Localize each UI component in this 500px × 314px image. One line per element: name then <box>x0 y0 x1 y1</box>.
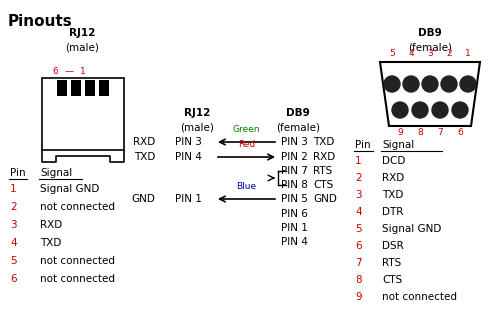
Text: 2: 2 <box>446 49 452 58</box>
Text: not connected: not connected <box>40 274 115 284</box>
Text: 6: 6 <box>52 68 58 77</box>
Text: Signal: Signal <box>382 140 414 150</box>
Text: not connected: not connected <box>40 202 115 212</box>
Bar <box>57 80 67 96</box>
Text: (female): (female) <box>408 42 452 52</box>
Text: PIN 1: PIN 1 <box>175 194 202 204</box>
Text: 3: 3 <box>427 49 433 58</box>
Text: 9: 9 <box>397 128 403 137</box>
Text: RJ12: RJ12 <box>184 108 210 118</box>
Text: 2: 2 <box>10 202 16 212</box>
Text: PIN 4: PIN 4 <box>175 152 202 162</box>
Text: (male): (male) <box>65 42 99 52</box>
Text: DB9: DB9 <box>418 28 442 38</box>
Text: GND: GND <box>313 194 337 204</box>
Text: PIN 6: PIN 6 <box>281 209 308 219</box>
Text: 8: 8 <box>417 128 423 137</box>
Text: 1: 1 <box>465 49 471 58</box>
Text: 1: 1 <box>80 68 86 77</box>
Text: 2: 2 <box>355 173 362 183</box>
Text: 4: 4 <box>355 207 362 217</box>
Bar <box>99 80 109 96</box>
Text: 9: 9 <box>355 292 362 302</box>
Circle shape <box>452 102 468 118</box>
Text: PIN 1: PIN 1 <box>281 223 308 233</box>
Text: 7: 7 <box>355 258 362 268</box>
Text: PIN 2: PIN 2 <box>281 152 308 162</box>
Bar <box>85 80 95 96</box>
Text: 4: 4 <box>408 49 414 58</box>
Text: TXD: TXD <box>134 152 155 162</box>
Text: 5: 5 <box>389 49 395 58</box>
Text: PIN 7: PIN 7 <box>281 166 308 176</box>
Text: 6: 6 <box>457 128 463 137</box>
Text: RTS: RTS <box>313 166 332 176</box>
Text: DSR: DSR <box>382 241 404 251</box>
Text: 1: 1 <box>10 184 16 194</box>
Text: PIN 4: PIN 4 <box>281 237 308 247</box>
Text: (male): (male) <box>180 122 214 132</box>
Text: DB9: DB9 <box>286 108 310 118</box>
Text: 8: 8 <box>355 275 362 285</box>
Circle shape <box>432 102 448 118</box>
Text: Pin: Pin <box>10 168 26 178</box>
Text: 4: 4 <box>10 238 16 248</box>
Circle shape <box>460 76 476 92</box>
Circle shape <box>384 76 400 92</box>
Text: 6: 6 <box>10 274 16 284</box>
Text: Blue: Blue <box>236 182 256 191</box>
Text: RXD: RXD <box>40 220 62 230</box>
Circle shape <box>412 102 428 118</box>
Text: PIN 3: PIN 3 <box>281 137 308 147</box>
Text: RTS: RTS <box>382 258 401 268</box>
Text: 5: 5 <box>10 256 16 266</box>
Text: 3: 3 <box>10 220 16 230</box>
Text: DTR: DTR <box>382 207 404 217</box>
Text: RXD: RXD <box>313 152 335 162</box>
Text: GND: GND <box>131 194 155 204</box>
Text: CTS: CTS <box>313 180 333 190</box>
Circle shape <box>422 76 438 92</box>
Text: Red: Red <box>238 140 255 149</box>
Text: 6: 6 <box>355 241 362 251</box>
Text: 3: 3 <box>355 190 362 200</box>
Text: not connected: not connected <box>382 292 457 302</box>
Text: Pin: Pin <box>355 140 370 150</box>
Text: 1: 1 <box>355 156 362 166</box>
Polygon shape <box>380 62 480 126</box>
Text: PIN 5: PIN 5 <box>281 194 308 204</box>
Text: TXD: TXD <box>313 137 334 147</box>
Text: (female): (female) <box>276 122 320 132</box>
Text: Green: Green <box>233 125 260 134</box>
Text: Signal GND: Signal GND <box>40 184 100 194</box>
Text: PIN 3: PIN 3 <box>175 137 202 147</box>
Text: RXD: RXD <box>133 137 155 147</box>
Text: TXD: TXD <box>40 238 62 248</box>
Bar <box>42 78 124 150</box>
Text: RXD: RXD <box>382 173 404 183</box>
Text: 5: 5 <box>355 224 362 234</box>
Text: —: — <box>64 68 74 77</box>
Circle shape <box>441 76 457 92</box>
Circle shape <box>392 102 408 118</box>
Circle shape <box>403 76 419 92</box>
Text: CTS: CTS <box>382 275 402 285</box>
Text: DCD: DCD <box>382 156 406 166</box>
Text: RJ12: RJ12 <box>69 28 95 38</box>
Text: 7: 7 <box>437 128 443 137</box>
Text: PIN 8: PIN 8 <box>281 180 308 190</box>
Text: Signal GND: Signal GND <box>382 224 442 234</box>
Bar <box>71 80 81 96</box>
Text: Pinouts: Pinouts <box>8 14 73 29</box>
Text: Signal: Signal <box>40 168 72 178</box>
Text: TXD: TXD <box>382 190 404 200</box>
Text: not connected: not connected <box>40 256 115 266</box>
